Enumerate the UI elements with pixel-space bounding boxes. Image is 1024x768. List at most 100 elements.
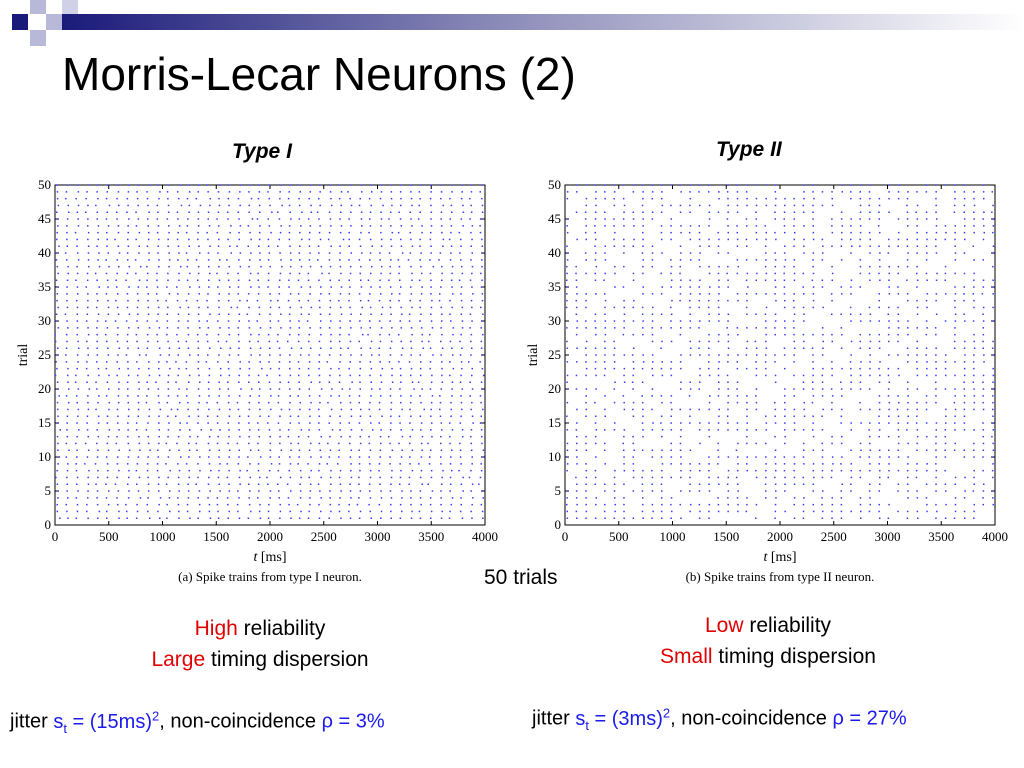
- spike-marker: [66, 483, 68, 485]
- spike-marker: [136, 191, 138, 193]
- spike-marker: [935, 299, 937, 302]
- spike-marker: [77, 388, 80, 390]
- spike-marker: [450, 401, 452, 404]
- spike-marker: [185, 299, 188, 302]
- spike-marker: [227, 197, 230, 200]
- spike-marker: [756, 354, 758, 356]
- spike-marker: [879, 279, 881, 281]
- spike-marker: [699, 381, 701, 383]
- spike-marker: [916, 204, 919, 207]
- spike-marker: [127, 401, 129, 404]
- spike-marker: [166, 313, 169, 315]
- spike-marker: [718, 293, 720, 295]
- spike-marker: [670, 204, 672, 207]
- spike-marker: [237, 211, 239, 213]
- spike-marker: [717, 442, 719, 445]
- spike-marker: [358, 259, 361, 261]
- spike-marker: [992, 225, 995, 227]
- spike-marker: [167, 429, 170, 431]
- spike-marker: [317, 483, 320, 485]
- jitter-symbol: st = (3ms)2: [575, 705, 671, 733]
- spike-marker: [86, 415, 89, 417]
- spike-marker: [982, 395, 984, 397]
- spike-marker: [470, 333, 473, 336]
- spike-marker: [329, 476, 332, 479]
- spike-marker: [139, 497, 142, 499]
- spike-marker: [613, 197, 615, 200]
- spike-marker: [308, 333, 310, 336]
- spike-marker: [822, 367, 824, 370]
- spike-marker: [401, 313, 403, 315]
- spike-marker: [992, 231, 994, 234]
- spike-marker: [879, 517, 881, 519]
- spike-marker: [623, 238, 625, 241]
- spike-marker: [689, 388, 692, 390]
- spike-marker: [86, 381, 88, 383]
- spike-marker: [429, 272, 432, 275]
- spike-marker: [97, 517, 99, 519]
- spike-marker: [227, 401, 230, 404]
- spike-marker: [708, 429, 710, 431]
- spike-marker: [117, 401, 120, 404]
- spike-marker: [813, 476, 815, 479]
- spike-marker: [698, 184, 701, 186]
- spike-marker: [888, 306, 890, 309]
- spike-marker: [916, 191, 918, 193]
- spike-marker: [380, 517, 382, 519]
- spike-marker: [87, 497, 89, 499]
- spike-marker: [566, 374, 569, 377]
- spike-marker: [585, 476, 588, 479]
- spike-marker: [209, 245, 211, 247]
- spike-marker: [127, 388, 129, 390]
- spike-marker: [670, 340, 673, 343]
- spike-marker: [125, 279, 127, 281]
- spike-marker: [670, 265, 673, 268]
- spike-marker: [595, 265, 598, 268]
- spike-marker: [689, 320, 691, 322]
- spike-marker: [409, 463, 411, 465]
- spike-marker: [57, 490, 59, 492]
- spike-marker: [308, 259, 311, 261]
- spike-marker: [441, 483, 443, 485]
- spike-marker: [137, 456, 140, 458]
- spike-marker: [176, 238, 179, 241]
- spike-marker: [689, 483, 691, 485]
- spike-marker: [679, 259, 682, 261]
- spike-marker: [66, 225, 68, 227]
- spike-marker: [481, 354, 483, 356]
- spike-marker: [982, 279, 985, 281]
- spike-marker: [887, 395, 890, 397]
- spike-marker: [64, 252, 67, 254]
- spike-marker: [594, 361, 597, 363]
- spike-marker: [399, 388, 401, 390]
- spike-marker: [623, 469, 626, 472]
- spike-marker: [288, 204, 291, 207]
- spike-marker: [981, 293, 984, 295]
- spike-marker: [158, 422, 160, 424]
- spike-marker: [859, 367, 861, 370]
- spike-marker: [774, 320, 777, 322]
- spike-marker: [944, 435, 946, 438]
- spike-marker: [56, 184, 58, 186]
- spike-marker: [585, 347, 587, 349]
- spike-marker: [289, 361, 291, 363]
- spike-marker: [328, 293, 331, 295]
- spike-marker: [992, 503, 994, 506]
- jitter-line-type-i: jitter st = (15ms)2, non-coincidence ρ =…: [10, 708, 385, 736]
- spike-marker: [916, 245, 919, 247]
- x-tick-label: 2500: [311, 529, 337, 544]
- spike-marker: [126, 293, 129, 295]
- spike-marker: [755, 517, 757, 519]
- spike-marker: [361, 252, 363, 254]
- spike-marker: [613, 483, 616, 485]
- spike-marker: [680, 252, 682, 254]
- spike-marker: [55, 320, 57, 322]
- spike-marker: [585, 388, 588, 390]
- spike-marker: [614, 510, 616, 513]
- spike-marker: [679, 435, 682, 438]
- spike-marker: [613, 476, 616, 479]
- spike-marker: [349, 361, 351, 363]
- spike-marker: [74, 381, 77, 383]
- spike-marker: [765, 429, 767, 431]
- spike-marker: [75, 517, 78, 519]
